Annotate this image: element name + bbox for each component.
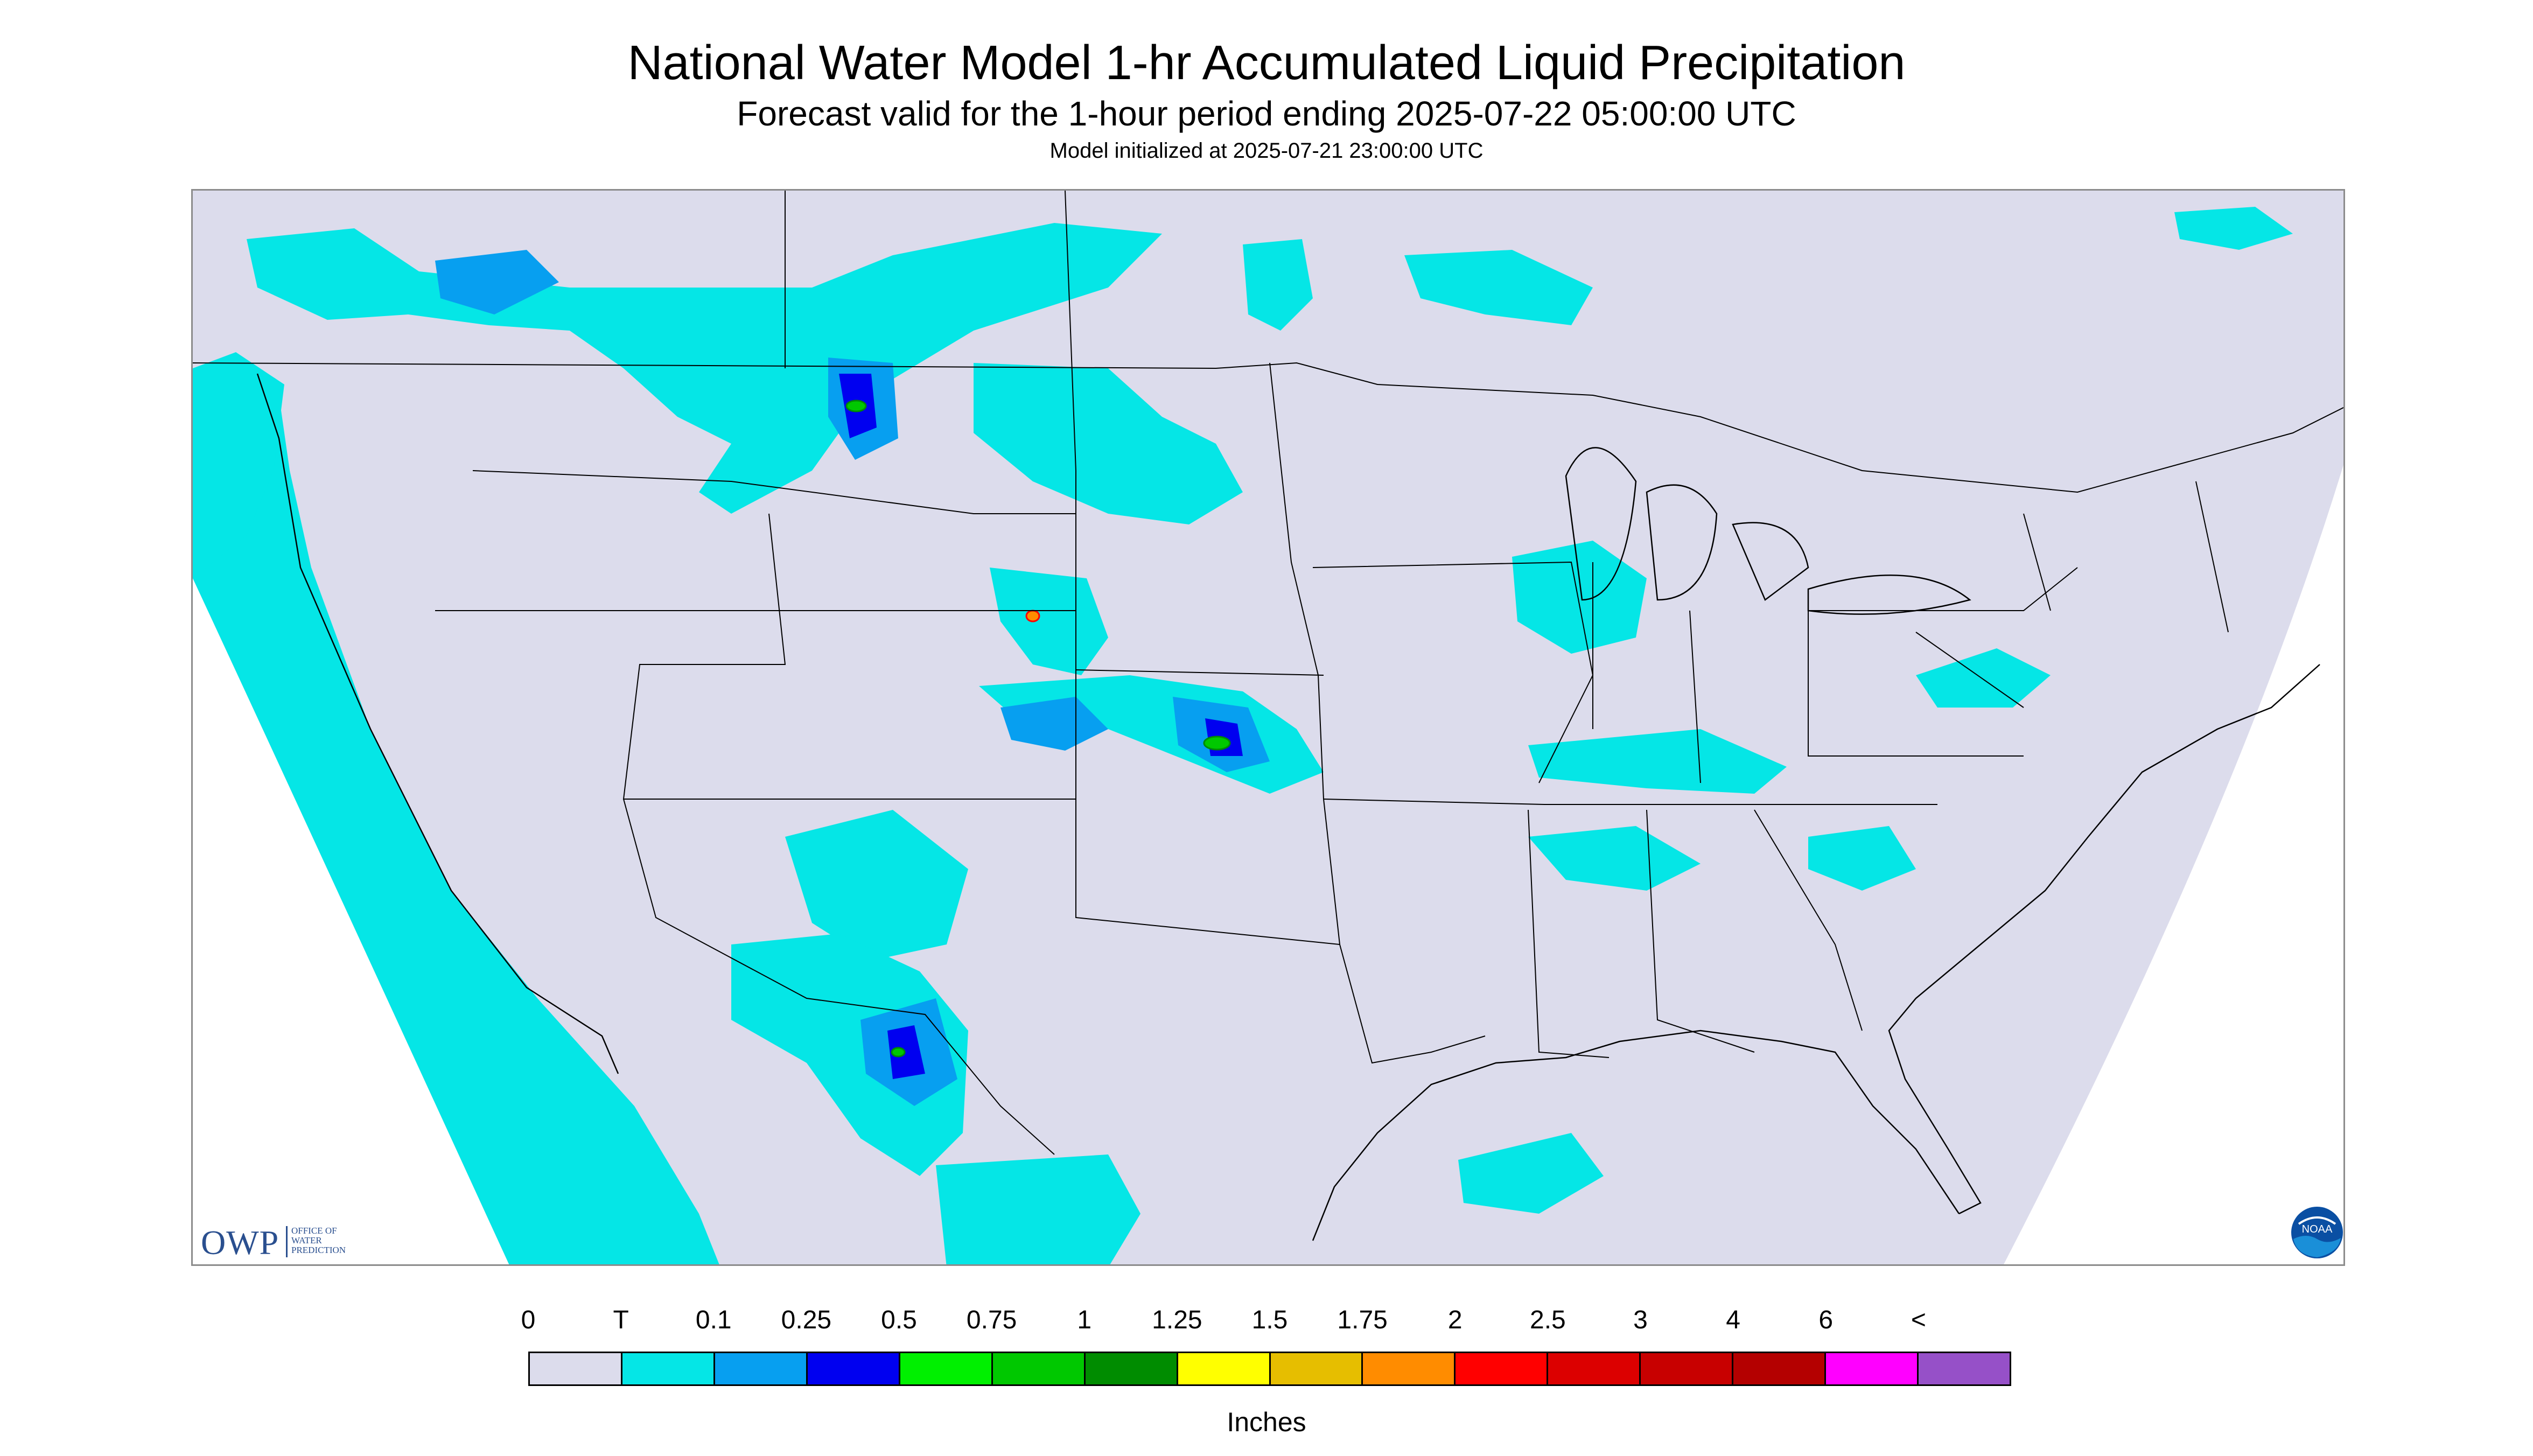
legend-swatch — [1363, 1353, 1456, 1384]
boundary-lines — [193, 191, 2343, 1155]
owp-logo-line-2: WATER — [291, 1235, 322, 1245]
legend-swatch — [807, 1353, 900, 1384]
legend-swatch — [1733, 1353, 1827, 1384]
map-canvas — [193, 191, 2343, 1264]
legend-label: 3 — [1633, 1306, 1648, 1334]
legend-units: Inches — [1227, 1407, 1306, 1437]
legend-label: 1.25 — [1152, 1306, 1202, 1334]
legend-label: 1 — [1077, 1306, 1092, 1334]
legend-label: 2 — [1447, 1306, 1463, 1334]
owp-logo-line-3: PREDICTION — [291, 1245, 346, 1255]
legend-swatch — [900, 1353, 993, 1384]
legend-swatch — [715, 1353, 808, 1384]
legend-label: 0.5 — [881, 1306, 917, 1334]
legend-label: 1.75 — [1337, 1306, 1388, 1334]
legend-label: 4 — [1726, 1306, 1740, 1334]
precipitation-map: OWP OFFICE OF WATER PREDICTION NOAA — [191, 189, 2345, 1266]
noaa-logo-text: NOAA — [2302, 1223, 2333, 1235]
coastline — [256, 373, 2320, 1241]
pacific-precip-area-north — [193, 352, 284, 578]
legend-swatch — [1548, 1353, 1641, 1384]
legend-label: 1.5 — [1251, 1306, 1288, 1334]
legend-swatch — [530, 1353, 622, 1384]
legend-swatch — [1919, 1353, 2010, 1384]
model-init-line: Model initialized at 2025-07-21 23:00:00… — [1049, 139, 1484, 163]
valid-time-subtitle: Forecast valid for the 1-hour period end… — [737, 94, 1796, 133]
legend-label: 0.25 — [781, 1306, 832, 1334]
owp-logo: OWP OFFICE OF WATER PREDICTION — [201, 1220, 379, 1263]
map-title: National Water Model 1-hr Accumulated Li… — [627, 36, 1906, 90]
legend-label: 0 — [521, 1306, 536, 1334]
legend-swatch — [1085, 1353, 1178, 1384]
legend-swatch — [1641, 1353, 1734, 1384]
legend-label: T — [613, 1306, 629, 1334]
legend-label: 0.1 — [695, 1306, 732, 1334]
legend-colorbar — [528, 1352, 2011, 1386]
legend-label: < — [1911, 1306, 1926, 1334]
legend-swatch — [992, 1353, 1086, 1384]
owp-logo-divider — [286, 1226, 288, 1257]
legend-swatch — [1456, 1353, 1549, 1384]
legend-swatch — [1270, 1353, 1363, 1384]
legend-swatch — [622, 1353, 715, 1384]
legend-label: 6 — [1818, 1306, 1834, 1334]
legend-label: 0.75 — [966, 1306, 1017, 1334]
legend-swatch — [1178, 1353, 1271, 1384]
owp-logo-mark: OWP — [201, 1223, 279, 1262]
noaa-logo: NOAA — [2291, 1207, 2343, 1258]
owp-logo-line-1: OFFICE OF — [291, 1226, 337, 1236]
legend-label: 2.5 — [1530, 1306, 1566, 1334]
precip-cells-peak — [845, 400, 1231, 1058]
legend-swatch — [1826, 1353, 1919, 1384]
